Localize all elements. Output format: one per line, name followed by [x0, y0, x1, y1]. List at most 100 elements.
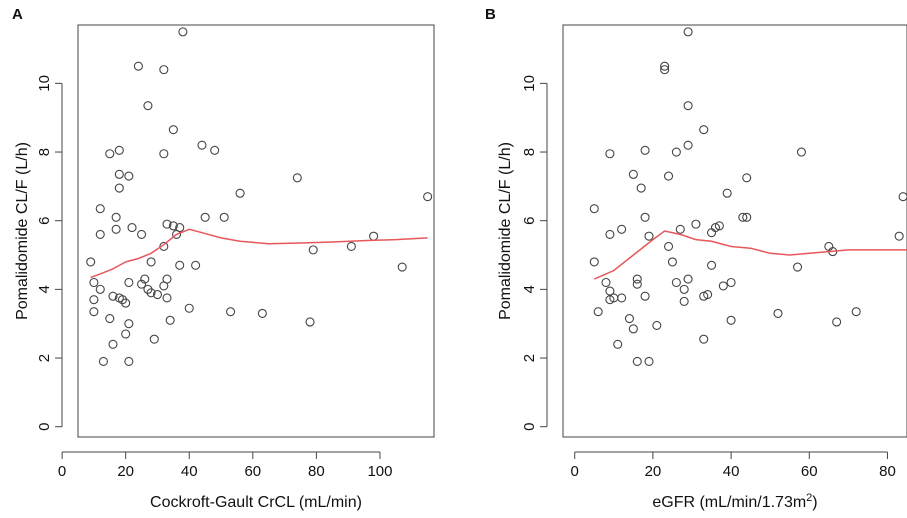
panel-a-data-point: [89, 277, 99, 288]
panel-a-data-point: [95, 284, 105, 294]
panel-a-data-point: [124, 356, 134, 367]
panel-a-data-point: [162, 274, 172, 284]
panel-b-data-point: [824, 241, 834, 251]
panel-b-data-point: [898, 192, 907, 202]
panel-a-data-point: [98, 356, 108, 367]
panel-b-data-point: [699, 125, 709, 135]
panel-a-x-tick-label: 40: [181, 463, 198, 480]
panel-b-data-point: [660, 65, 670, 75]
panel-b-plot-frame: [562, 24, 907, 438]
panel-a-data-point: [369, 231, 379, 241]
panel-b-data-point: [714, 221, 724, 231]
panel-a-data-point: [210, 145, 220, 155]
panel-b-data-point: [706, 228, 717, 238]
panel-b-data-point: [718, 281, 728, 291]
panel-b-data-point: [726, 277, 736, 288]
panel-b-smooth-line: [593, 230, 907, 280]
panel-a-data-point: [175, 223, 185, 233]
panel-a-data-point: [159, 149, 169, 159]
panel-b-data-point: [632, 356, 642, 367]
panel-a-data-point: [114, 169, 124, 179]
panel-a-data-point: [140, 274, 150, 284]
panel-a-y-tick-label: 2: [36, 354, 53, 362]
panel-a-y-tick-label: 6: [36, 217, 53, 225]
panel-b-data-point: [726, 315, 736, 325]
panel-b-data-point: [671, 277, 681, 288]
panel-b-data-point: [605, 286, 615, 296]
panel-b-ticks: 0 20 40 60 80 0 2 4 6 8 10: [521, 75, 896, 480]
panel-a-data-point: [165, 315, 175, 325]
panel-b-data-point: [742, 212, 752, 222]
panel-a-data-point: [235, 188, 245, 198]
panel-a-data-point: [137, 229, 147, 239]
panel-b-data-point: [894, 231, 904, 241]
panel-b-x-tick-label: 60: [801, 463, 818, 480]
panel-b-data-point: [644, 231, 654, 241]
panel-a-data-point: [159, 65, 169, 75]
panel-b-points: [589, 27, 907, 367]
panel-b-x-tick-label: 40: [723, 463, 740, 480]
panel-b-label: B: [485, 6, 496, 23]
panel-a-data-point: [89, 295, 99, 305]
panel-a-data-point: [423, 192, 433, 202]
panel-b-data-point: [675, 224, 685, 234]
panel-a-data-point: [200, 212, 210, 222]
panel-b-data-point: [773, 308, 783, 318]
panel-b-data-point: [628, 169, 638, 179]
panel-a-data-point: [127, 223, 137, 233]
panel-b-data-point: [589, 204, 599, 214]
panel-b-data-point: [628, 324, 638, 334]
panel-a-data-point: [111, 212, 121, 222]
panel-b-data-point: [632, 274, 642, 284]
panel-b-data-point: [832, 317, 842, 327]
panel-b-data-point: [632, 279, 642, 289]
panel-a-data-point: [184, 303, 194, 313]
panel-a-data-point: [108, 291, 118, 301]
panel-b-data-point: [663, 171, 674, 181]
panel-a-data-point: [105, 149, 115, 159]
panel-b-data-point: [679, 284, 689, 294]
panel-a-data-point: [197, 140, 207, 150]
panel-b-data-point: [691, 219, 701, 229]
panel-b-data-point: [683, 274, 693, 284]
panel-a-points: [86, 27, 433, 367]
panel-a-plot-frame: [77, 24, 435, 438]
panel-b-data-point: [683, 27, 693, 37]
panel-b-data-point: [738, 212, 748, 222]
panel-b-data-point: [605, 229, 615, 239]
panel-b-data-point: [593, 307, 603, 317]
panel-a-smooth-line: [90, 228, 428, 279]
panel-a-data-point: [257, 308, 267, 318]
panel-a-data-point: [89, 307, 99, 317]
panel-b-data-point: [706, 260, 717, 270]
panel-a-data-point: [105, 313, 115, 324]
panel-b-y-tick-label: 8: [521, 148, 538, 156]
panel-a-data-point: [146, 257, 156, 267]
panel-a-data-point: [137, 279, 147, 289]
panel-b-data-point: [671, 147, 681, 157]
panel-a-ticks: 0 20 40 60 80 100 0 2 4 6 8 10: [36, 75, 392, 480]
panel-b-y-tick-label: 6: [521, 217, 538, 225]
panel-b-data-point: [742, 173, 752, 183]
panel-b-data-point: [601, 277, 611, 288]
panel-b-data-point: [663, 241, 674, 251]
panel-a-data-point: [226, 307, 236, 317]
panel-a-x-axis-title: Cockroft-Gault CrCL (mL/min): [150, 494, 362, 511]
panel-a-x-tick-label: 0: [58, 463, 66, 480]
panel-a-data-point: [114, 145, 124, 155]
panel-a-data-point: [124, 319, 134, 329]
panel-a-data-point: [121, 298, 131, 308]
panel-b-data-point: [640, 145, 650, 155]
panel-b-x-axis-title: eGFR (mL/min/1.73m2): [652, 492, 817, 511]
panel-b-data-point: [667, 257, 678, 267]
panel-a-data-point: [152, 289, 163, 300]
panel-a-data-point: [168, 221, 178, 231]
panel-a-data-point: [114, 183, 124, 193]
panel-a-x-tick-label: 100: [367, 463, 392, 480]
panel-b-y-axis-title: Pomalidomide CL/F (L/h): [497, 142, 514, 320]
panel-b-data-point: [683, 140, 693, 150]
panel-a-data-point: [149, 334, 159, 344]
panel-a-data-point: [219, 212, 229, 222]
panel-b-data-point: [792, 262, 803, 272]
